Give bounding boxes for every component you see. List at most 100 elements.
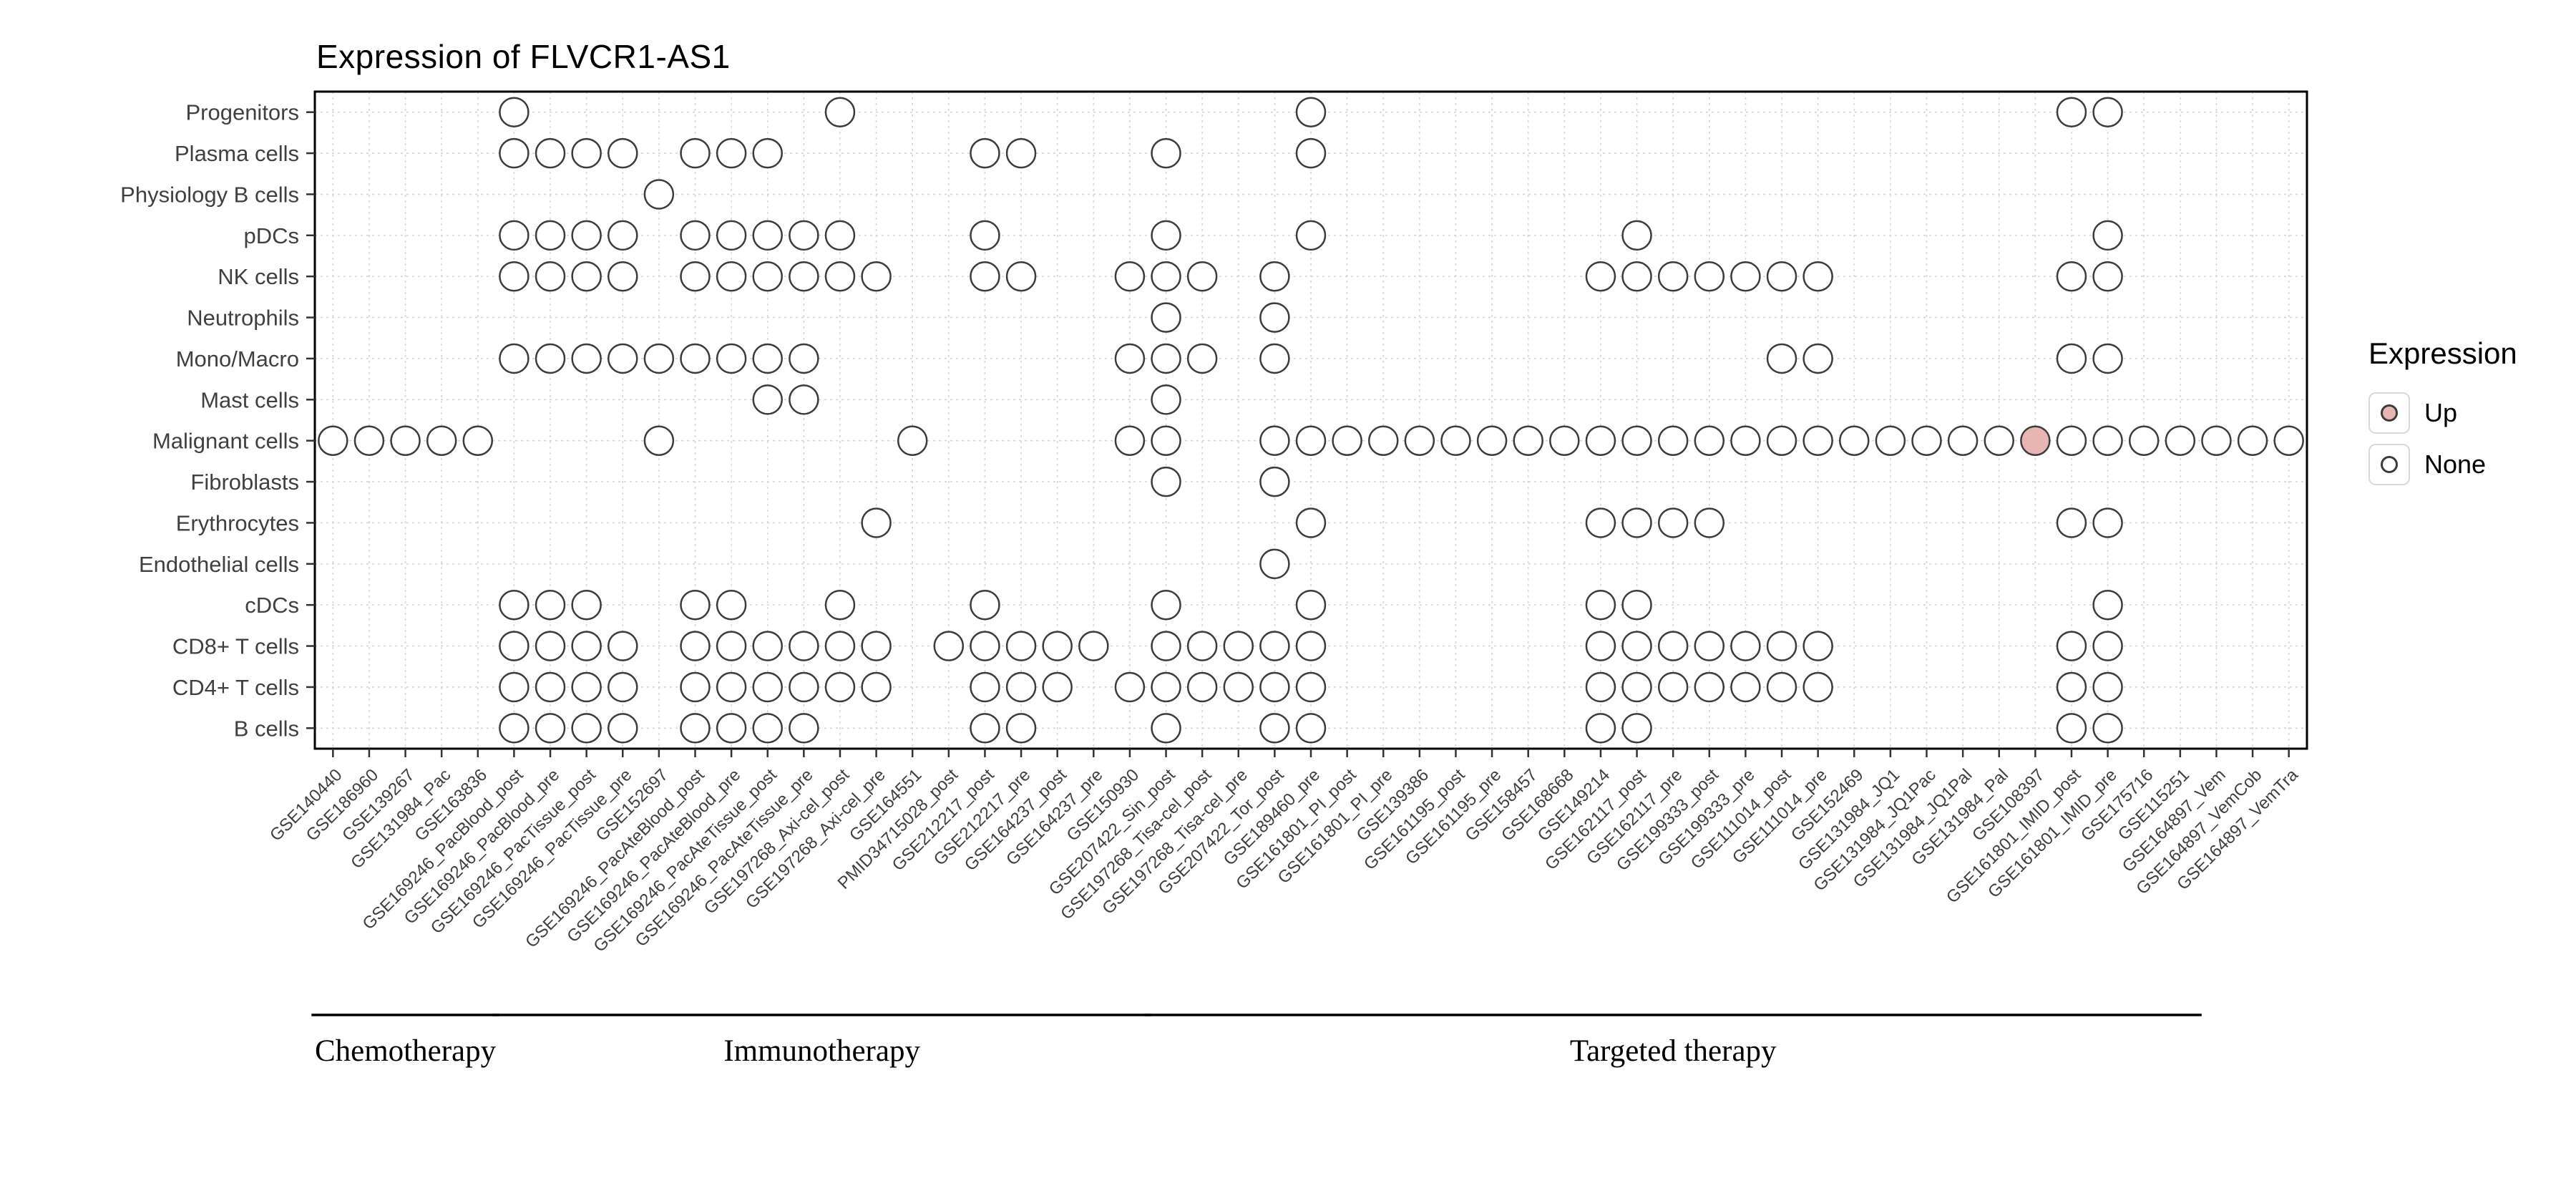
dot-none bbox=[1151, 589, 1181, 621]
dot-none bbox=[1151, 425, 1181, 456]
dot-none bbox=[608, 261, 638, 292]
dot-none bbox=[643, 425, 675, 456]
row-label: Mast cells bbox=[200, 387, 299, 412]
dot-none bbox=[1151, 137, 1181, 169]
dot-none bbox=[1005, 137, 1037, 169]
dot-none bbox=[535, 137, 566, 169]
dot-none bbox=[535, 589, 566, 621]
dot-none bbox=[499, 671, 530, 703]
dot-none bbox=[789, 384, 819, 415]
dot-none bbox=[1730, 671, 1761, 703]
dot-none bbox=[2201, 425, 2232, 456]
dot-none bbox=[2056, 507, 2087, 538]
dot-none bbox=[861, 671, 892, 703]
dot-none bbox=[643, 343, 675, 374]
dot-none bbox=[861, 631, 892, 661]
dot-none bbox=[970, 137, 1000, 169]
dot-none bbox=[499, 343, 530, 374]
dot-none bbox=[752, 261, 783, 292]
dot-none bbox=[1766, 631, 1797, 661]
dot-none bbox=[1295, 425, 1327, 456]
dot-none bbox=[752, 220, 783, 251]
dot-none bbox=[1151, 631, 1181, 661]
dot-none bbox=[861, 261, 892, 292]
dot-none bbox=[1730, 261, 1761, 292]
dot-none bbox=[1585, 425, 1616, 456]
dot-none bbox=[1259, 466, 1290, 497]
dot-none bbox=[789, 713, 819, 744]
dot-none bbox=[608, 137, 638, 169]
dot-none bbox=[2092, 671, 2123, 703]
dot-none bbox=[571, 261, 602, 292]
dot-none bbox=[1151, 343, 1181, 374]
dot-none bbox=[571, 671, 602, 703]
dot-none bbox=[1585, 631, 1616, 661]
dot-none bbox=[1621, 425, 1652, 456]
dot-none bbox=[1984, 425, 2014, 456]
dot-none bbox=[1621, 507, 1652, 538]
dot-none bbox=[1114, 425, 1146, 456]
dot-none bbox=[1621, 671, 1652, 703]
dot-none bbox=[680, 713, 711, 744]
dot-none bbox=[1513, 425, 1543, 456]
dot-none bbox=[390, 425, 421, 456]
dot-none bbox=[1585, 507, 1616, 538]
dot-none bbox=[499, 261, 530, 292]
dot-none bbox=[716, 261, 747, 292]
dot-none bbox=[1839, 425, 1870, 456]
dot-none bbox=[1005, 261, 1037, 292]
dot-none bbox=[571, 589, 602, 621]
dot-none bbox=[1332, 425, 1362, 456]
legend-item-up: Up bbox=[2368, 392, 2517, 434]
dot-none bbox=[1694, 631, 1725, 661]
dot-none bbox=[824, 589, 856, 621]
dot-none bbox=[1694, 261, 1725, 292]
dot-none bbox=[2092, 343, 2123, 374]
dot-none bbox=[1295, 97, 1327, 127]
dot-none bbox=[1223, 631, 1254, 661]
dot-none bbox=[752, 671, 783, 703]
dot-none bbox=[1621, 220, 1652, 251]
dot-none bbox=[2056, 425, 2087, 456]
dot-none bbox=[1259, 631, 1290, 661]
dot-none bbox=[824, 631, 856, 661]
dot-none bbox=[1295, 220, 1327, 251]
up-dot-icon bbox=[2381, 404, 2398, 422]
dot-none bbox=[1694, 671, 1725, 703]
dot-none bbox=[680, 137, 711, 169]
dot-none bbox=[824, 97, 856, 127]
dot-none bbox=[2128, 425, 2160, 456]
dot-none bbox=[789, 671, 819, 703]
dot-none bbox=[1585, 589, 1616, 621]
dot-none bbox=[499, 713, 530, 744]
dot-none bbox=[824, 220, 856, 251]
dot-none bbox=[1549, 425, 1580, 456]
dot-none bbox=[970, 713, 1000, 744]
dot-none bbox=[1259, 671, 1290, 703]
legend-label-up: Up bbox=[2424, 398, 2458, 427]
row-label: Progenitors bbox=[185, 100, 299, 125]
dot-none bbox=[716, 137, 747, 169]
dot-none bbox=[1295, 589, 1327, 621]
legend-key-box bbox=[2368, 392, 2410, 434]
dot-none bbox=[1911, 425, 1942, 456]
dot-none bbox=[970, 631, 1000, 661]
dot-none bbox=[680, 261, 711, 292]
dot-up bbox=[2020, 425, 2051, 456]
dot-none bbox=[462, 425, 494, 456]
dot-none bbox=[1259, 261, 1290, 292]
dot-none bbox=[571, 343, 602, 374]
group-label: Targeted therapy bbox=[1570, 1034, 1777, 1068]
dot-none bbox=[1151, 713, 1181, 744]
dot-none bbox=[426, 425, 457, 456]
row-label: Physiology B cells bbox=[120, 182, 299, 207]
row-label: B cells bbox=[234, 716, 299, 741]
dot-none bbox=[1223, 671, 1254, 703]
dot-none bbox=[716, 220, 747, 251]
dot-none bbox=[1585, 671, 1616, 703]
dot-none bbox=[1657, 631, 1689, 661]
chart-title: Expression of FLVCR1-AS1 bbox=[316, 38, 731, 75]
dot-none bbox=[716, 713, 747, 744]
dot-none bbox=[2092, 507, 2123, 538]
